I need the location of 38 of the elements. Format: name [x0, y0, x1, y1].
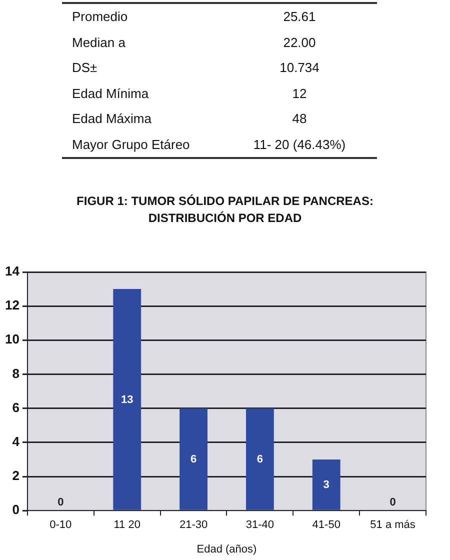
y-tick-label: 12	[4, 298, 20, 313]
data-label: 6	[190, 454, 197, 466]
x-tick-label: 21-30	[179, 519, 208, 532]
x-tick-label: 41-50	[312, 519, 340, 532]
text: 22.00	[282, 34, 317, 52]
y-tick-label: 14	[4, 264, 20, 279]
text: 48	[291, 110, 308, 128]
text: DS±	[71, 59, 98, 78]
y-tick-label: 2	[12, 468, 20, 484]
data-label: 0	[58, 496, 64, 509]
bar	[113, 289, 142, 510]
y-tick-label: 8	[12, 366, 20, 381]
text: Edad Máxima	[71, 110, 152, 128]
x-axis-title: Edad (años)	[196, 543, 257, 556]
text: Median a	[71, 34, 126, 52]
text: Edad Mínima	[71, 84, 150, 103]
x-tick-label: 31-40	[246, 519, 274, 532]
data-label: 13	[120, 394, 134, 406]
text: Mayor Grupo Etáreo	[71, 136, 191, 154]
bar	[312, 459, 340, 510]
text: 12	[291, 84, 308, 103]
y-tick-label: 6	[12, 400, 20, 415]
y-tick-label: 0	[12, 502, 20, 518]
y-tick-label: 4	[12, 434, 20, 450]
x-tick-label: 0-10	[50, 519, 72, 532]
text: Promedio	[71, 8, 129, 26]
chart-title: FIGUR 1: TUMOR SÓLIDO PAPILAR DE PANCREAS: DISTRIBUCIÓN POR EDAD	[76, 193, 374, 227]
bar	[180, 408, 208, 510]
x-tick-label: 11 20	[114, 519, 140, 532]
x-tick-label: 51 a más	[370, 519, 416, 532]
bar	[246, 408, 274, 510]
y-tick-label: 10	[4, 332, 20, 347]
data-label: 6	[256, 454, 264, 466]
data-label: 3	[323, 479, 330, 492]
text: 25.61	[282, 8, 317, 26]
data-label: 0	[390, 496, 396, 509]
text: 11- 20 (46.43%)	[252, 136, 347, 154]
text: 10.734	[278, 59, 320, 78]
